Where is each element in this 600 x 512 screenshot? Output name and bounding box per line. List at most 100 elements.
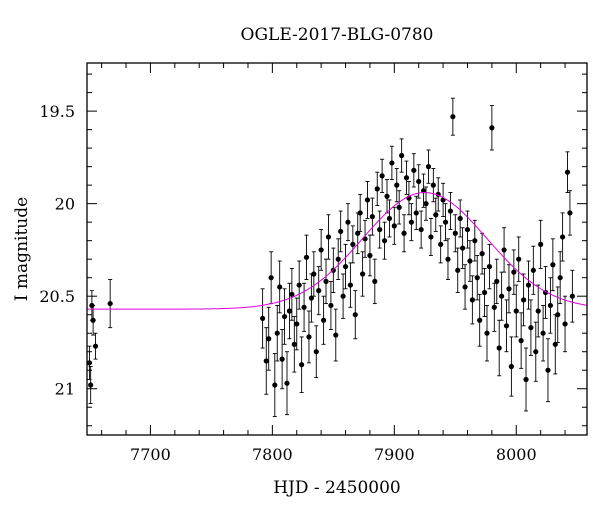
data-point — [291, 341, 297, 347]
data-point — [469, 297, 475, 303]
data-point — [457, 215, 463, 222]
data-point — [420, 188, 427, 194]
data-point — [303, 254, 310, 260]
data-point — [569, 293, 575, 299]
data-point — [272, 382, 278, 388]
data-point — [506, 286, 512, 292]
x-tick-label: 8000 — [496, 445, 537, 464]
y-tick-label: 20.5 — [39, 287, 75, 306]
data-point — [550, 262, 556, 268]
y-tick-label: 21 — [55, 380, 75, 399]
data-point — [268, 275, 274, 281]
data-point — [92, 343, 99, 349]
data-point — [391, 223, 397, 229]
data-point — [403, 175, 410, 181]
data-point — [472, 238, 478, 244]
axis-ticks — [87, 63, 587, 435]
data-point — [377, 226, 383, 233]
data-point — [345, 219, 351, 225]
data-point — [289, 291, 295, 297]
y-tick-label: 19.5 — [39, 102, 75, 121]
data-point — [445, 256, 451, 262]
data-point — [540, 330, 546, 336]
data-point — [520, 297, 527, 303]
data-point — [530, 267, 536, 273]
data-point — [555, 312, 561, 318]
x-axis-label: HJD - 2450000 — [273, 478, 401, 498]
data-point — [352, 312, 358, 318]
plot-frame — [86, 62, 588, 436]
data-point — [503, 323, 510, 329]
y-tick-labels: 19.5 20 20.5 21 — [39, 102, 75, 399]
data-point — [489, 125, 495, 131]
data-point — [418, 226, 424, 233]
data-point — [467, 258, 473, 264]
data-point — [486, 263, 493, 270]
data-point — [552, 341, 558, 347]
data-point — [311, 271, 317, 277]
data-point — [286, 308, 293, 314]
data-point — [384, 193, 390, 199]
data-point — [296, 282, 302, 288]
data-point — [306, 334, 312, 340]
data-point — [260, 315, 266, 322]
data-point — [396, 204, 402, 210]
data-point — [369, 214, 375, 220]
data-point — [279, 356, 285, 362]
data-point — [389, 160, 395, 166]
data-point — [484, 330, 490, 336]
data-point — [335, 256, 341, 262]
data-point — [367, 252, 373, 259]
data-point — [538, 241, 544, 247]
data-point — [528, 325, 534, 331]
data-point — [513, 308, 519, 314]
data-point — [88, 382, 94, 388]
data-point — [411, 167, 417, 173]
data-point — [477, 317, 483, 323]
data-point — [316, 288, 322, 294]
data-point — [89, 302, 95, 309]
data-point — [442, 219, 449, 225]
data-point — [416, 178, 422, 185]
data-point — [320, 317, 327, 323]
data-point — [547, 302, 554, 309]
data-point — [567, 210, 573, 216]
data-point — [399, 152, 405, 159]
data-point — [386, 215, 393, 222]
data-point — [360, 271, 366, 277]
data-point — [86, 360, 93, 366]
data-point — [425, 164, 432, 170]
data-point — [423, 201, 429, 207]
data-point — [379, 173, 385, 179]
data-point — [313, 349, 319, 355]
data-point — [281, 313, 288, 320]
data-point — [263, 358, 269, 364]
data-point — [325, 234, 332, 240]
data-point — [342, 263, 349, 270]
data-point — [318, 247, 324, 253]
data-point — [460, 245, 466, 251]
data-point — [491, 304, 497, 310]
chart-title: OGLE-2017-BLG-0780 — [241, 25, 434, 45]
data-point — [401, 230, 407, 236]
x-tick-labels: 7700 7800 7900 8000 — [130, 445, 537, 464]
data-point — [340, 293, 346, 299]
data-point — [525, 282, 532, 288]
data-point — [535, 308, 541, 314]
y-axis-label: I magnitude — [12, 197, 32, 301]
data-point — [508, 363, 514, 370]
data-point — [394, 182, 400, 188]
data-point — [364, 197, 371, 203]
data-point — [450, 114, 456, 120]
data-point — [333, 332, 339, 338]
data-point — [462, 284, 468, 290]
data-point — [560, 234, 566, 240]
data-point — [372, 278, 378, 284]
data-point — [501, 247, 507, 253]
x-tick-label: 7900 — [374, 445, 415, 464]
data-point — [294, 321, 300, 327]
data-point — [479, 251, 485, 257]
data-point — [438, 241, 444, 247]
data-point — [433, 212, 439, 218]
